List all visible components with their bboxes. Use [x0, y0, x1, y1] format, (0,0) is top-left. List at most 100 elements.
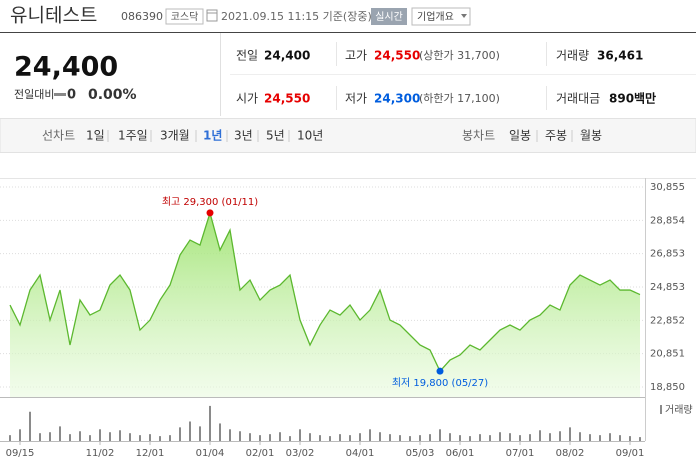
volume-bar: [49, 432, 51, 441]
x-tick-label: 08/02: [556, 448, 585, 459]
stat-value: 24,550: [264, 92, 310, 106]
area: [10, 212, 640, 397]
stat-note: (상한가 31,700): [419, 49, 500, 62]
min-marker: [436, 367, 444, 375]
volume-bar: [559, 431, 561, 441]
volume-bar: [609, 433, 611, 441]
volume-bar: [499, 432, 501, 441]
max-marker: [206, 209, 214, 217]
volume-bar: [289, 436, 291, 441]
volume-bar: [339, 434, 341, 441]
volume-bar: [129, 433, 131, 441]
volume-bar: [329, 436, 331, 441]
volume-bar: [619, 435, 621, 441]
tab[interactable]: 1일: [86, 129, 105, 143]
change-label: 전일대비: [14, 87, 54, 101]
tab-group-label: 봉차트: [462, 129, 495, 143]
volume-bar: [489, 435, 491, 441]
x-tick-label: 07/01: [506, 448, 535, 459]
base-time: 2021.09.15 11:15 기준(장중): [221, 10, 372, 23]
volume-bar: [349, 435, 351, 441]
max-label: 최고 29,300 (01/11): [162, 196, 258, 208]
volume-bar: [69, 434, 71, 441]
volume-bar: [359, 433, 361, 441]
volume-bar: [539, 430, 541, 441]
legend-swatch: [660, 405, 662, 414]
tab[interactable]: 3년: [234, 129, 253, 143]
stat-value: 24,300: [374, 92, 420, 106]
y-tick-label: 22,852: [650, 315, 685, 326]
stat-note: (하한가 17,100): [419, 91, 500, 105]
volume-bar: [639, 437, 641, 441]
realtime[interactable]: 실시간: [375, 11, 403, 23]
x-tick-label: 11/02: [86, 448, 115, 459]
stock-name: 유니테스트: [10, 5, 97, 27]
stat-label: 저가: [345, 92, 367, 106]
stat-label: 거래대금: [556, 92, 600, 106]
market: 코스닥: [171, 11, 199, 23]
tab[interactable]: 5년: [266, 129, 285, 143]
tab[interactable]: 3개월: [160, 129, 190, 143]
volume-bar: [99, 429, 101, 441]
stock-code: 086390: [121, 10, 163, 23]
volume-bar: [529, 434, 531, 441]
volume-bar: [409, 436, 411, 441]
tab[interactable]: 1주일: [118, 129, 148, 143]
volume-bar: [39, 433, 41, 441]
realtime-badge[interactable]: [371, 8, 407, 25]
tab[interactable]: 10년: [297, 129, 323, 143]
volume-bar: [509, 433, 511, 441]
volume-bar: [119, 430, 121, 441]
min-label: 최저 19,800 (05/27): [392, 377, 488, 389]
volume-bar: [479, 434, 481, 441]
x-tick-label: 06/01: [446, 448, 475, 459]
tab[interactable]: 월봉: [580, 129, 602, 143]
volume-bar: [319, 435, 321, 441]
volume-bar: [179, 427, 181, 441]
stat-label: 시가: [236, 92, 258, 106]
volume-bar: [579, 432, 581, 441]
volume-bar: [149, 434, 151, 441]
company-info[interactable]: 기업개요: [417, 10, 454, 23]
tab[interactable]: 일봉: [509, 129, 531, 143]
stat-value: 24,550: [374, 49, 420, 63]
volume-bar: [549, 433, 551, 441]
volume-bar: [629, 436, 631, 441]
stat-value: 24,400: [264, 49, 310, 63]
volume-bar: [79, 431, 81, 441]
volume-bar: [249, 433, 251, 441]
volume-bar: [59, 426, 61, 441]
volume-bar: [369, 429, 371, 441]
tab[interactable]: 주봉: [545, 129, 567, 143]
calendar-icon: [206, 9, 218, 22]
tab-separators: [107, 130, 573, 142]
legend-label: 거래량: [665, 404, 693, 416]
volume-bar: [159, 436, 161, 441]
y-tick-label: 26,853: [650, 249, 685, 260]
volume-bar: [279, 432, 281, 441]
change: 0: [67, 88, 76, 103]
y-tick-label: 24,853: [650, 282, 685, 293]
volume-bar: [439, 429, 441, 441]
x-tick-label: 09/15: [6, 448, 35, 459]
tab[interactable]: 1년: [203, 129, 222, 143]
volume-bar: [569, 427, 571, 441]
volume-bar: [139, 435, 141, 441]
volume-bar: [459, 435, 461, 441]
volume-bar: [589, 434, 591, 441]
stat-label: 고가: [345, 49, 367, 63]
volume-bar: [199, 426, 201, 441]
volume-bar: [19, 429, 21, 441]
y-tick-label: 18,850: [650, 382, 685, 393]
volume-bar: [169, 435, 171, 441]
x-tick-label: 05/03: [406, 448, 435, 459]
x-tick-label: 09/01: [616, 448, 645, 459]
market-badge: [165, 8, 204, 25]
volume-bar: [259, 435, 261, 441]
stat-value: 890: [609, 92, 634, 106]
x-tick-label: 01/04: [196, 448, 225, 459]
company-info-button[interactable]: [411, 7, 471, 26]
y-tick-label: 20,851: [650, 349, 685, 360]
